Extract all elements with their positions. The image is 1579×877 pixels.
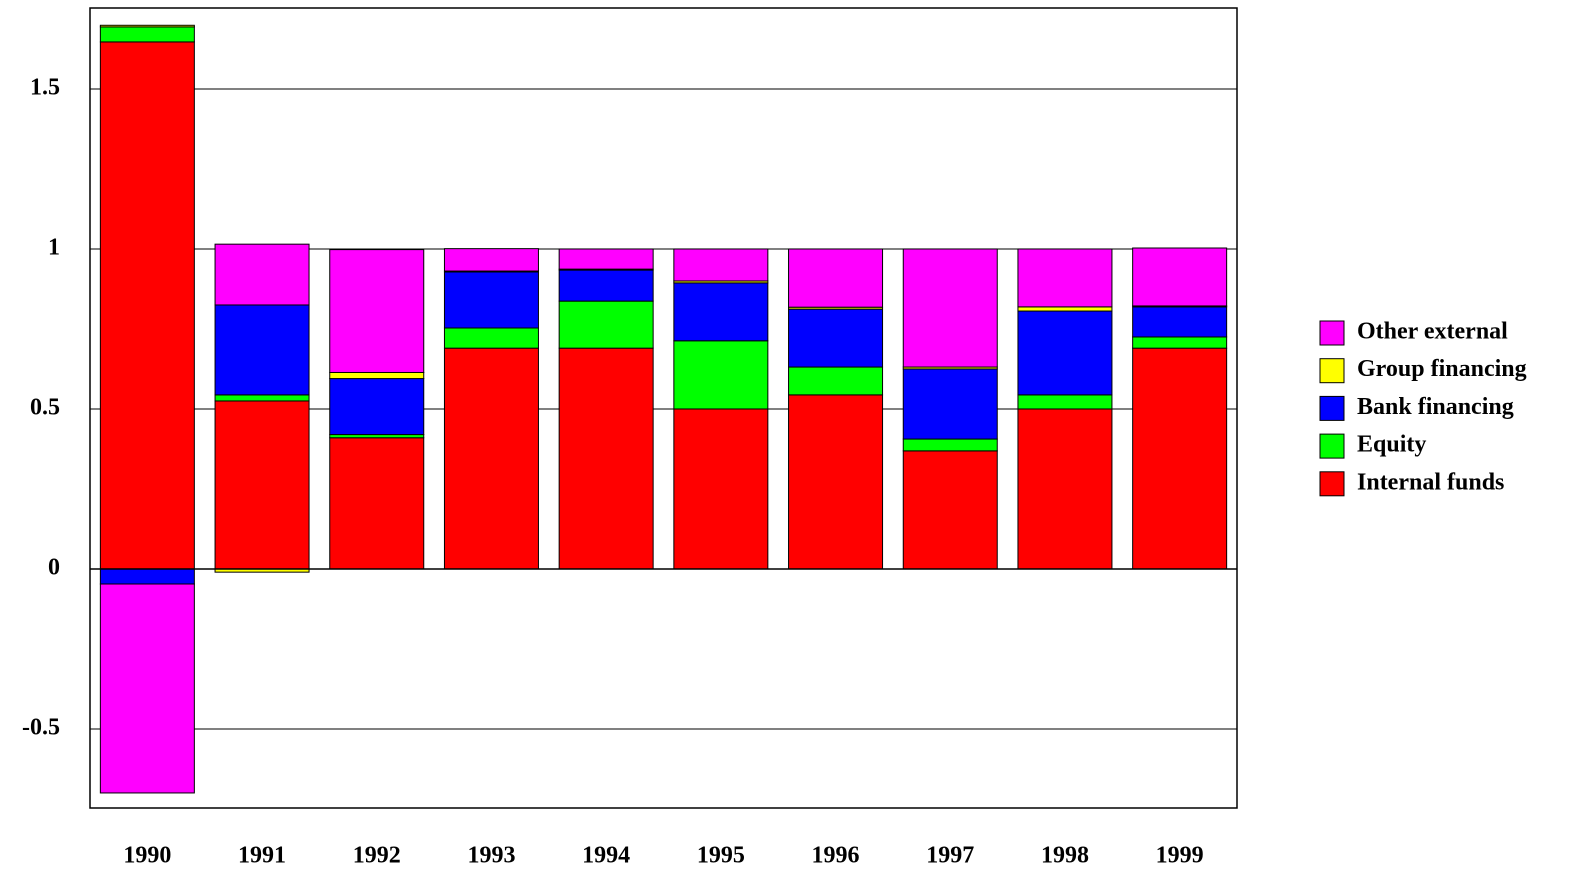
bar-segment — [443, 271, 539, 329]
bar-segment — [99, 24, 195, 28]
bar-segment — [1017, 408, 1113, 570]
x-tick-label: 1996 — [812, 843, 860, 869]
bar-segment — [1132, 247, 1228, 307]
bar-segment — [99, 568, 195, 585]
bar-segment — [902, 438, 998, 452]
bar-segment — [673, 408, 769, 570]
bar-segment — [902, 248, 998, 368]
x-tick-label: 1993 — [467, 843, 515, 869]
bar-segment — [443, 248, 539, 272]
bar-segment — [1017, 394, 1113, 410]
bar-segment — [329, 249, 425, 373]
bar-segment — [902, 450, 998, 570]
y-tick-label: 0 — [48, 554, 60, 580]
x-tick-label: 1999 — [1156, 843, 1204, 869]
bar-segment — [788, 394, 884, 570]
bar-segment — [99, 41, 195, 570]
legend-label: Internal funds — [1357, 469, 1504, 495]
y-tick-label: 1 — [48, 234, 60, 260]
legend-swatch — [1319, 433, 1345, 459]
bar-segment — [1017, 310, 1113, 396]
bar-segment — [902, 368, 998, 440]
bar-segment — [673, 282, 769, 342]
plot-border — [89, 7, 1238, 809]
x-tick-label: 1998 — [1041, 843, 1089, 869]
bar-segment — [443, 347, 539, 570]
x-tick-label: 1990 — [123, 843, 171, 869]
bar-segment — [214, 394, 310, 402]
bar-segment — [443, 327, 539, 349]
bar-segment — [788, 308, 884, 368]
bar-segment — [329, 371, 425, 380]
bar-segment — [329, 378, 425, 436]
bar-segment — [214, 400, 310, 570]
x-tick-label: 1997 — [926, 843, 974, 869]
bar-segment — [673, 340, 769, 410]
bar-segment — [214, 304, 310, 396]
bar-segment — [214, 243, 310, 306]
x-tick-label: 1992 — [353, 843, 401, 869]
bar-segment — [788, 248, 884, 308]
x-tick-label: 1995 — [697, 843, 745, 869]
bar-segment — [788, 366, 884, 396]
bar-segment — [99, 583, 195, 794]
legend-label: Group financing — [1357, 356, 1527, 382]
bar-segment — [1132, 336, 1228, 349]
legend-label: Bank financing — [1357, 394, 1514, 420]
legend-swatch — [1319, 358, 1345, 384]
y-tick-label: 0.5 — [30, 394, 60, 420]
bar-segment — [558, 300, 654, 349]
bar-segment — [99, 26, 195, 43]
legend-label: Equity — [1357, 432, 1426, 458]
bar-segment — [558, 347, 654, 570]
x-tick-label: 1994 — [582, 843, 630, 869]
y-tick-label: 1.5 — [30, 74, 60, 100]
bar-segment — [1017, 306, 1113, 312]
bar-segment — [329, 437, 425, 570]
legend-swatch — [1319, 395, 1345, 421]
x-tick-label: 1991 — [238, 843, 286, 869]
bar-segment — [558, 248, 654, 270]
bar-segment — [1132, 347, 1228, 570]
legend-label: Other external — [1357, 319, 1508, 345]
bar-segment — [1132, 306, 1228, 338]
legend-swatch — [1319, 320, 1345, 346]
bar-segment — [673, 248, 769, 282]
bar-segment — [558, 269, 654, 302]
legend-swatch — [1319, 471, 1345, 497]
bar-segment — [1017, 248, 1113, 308]
y-tick-label: -0.5 — [22, 714, 60, 740]
